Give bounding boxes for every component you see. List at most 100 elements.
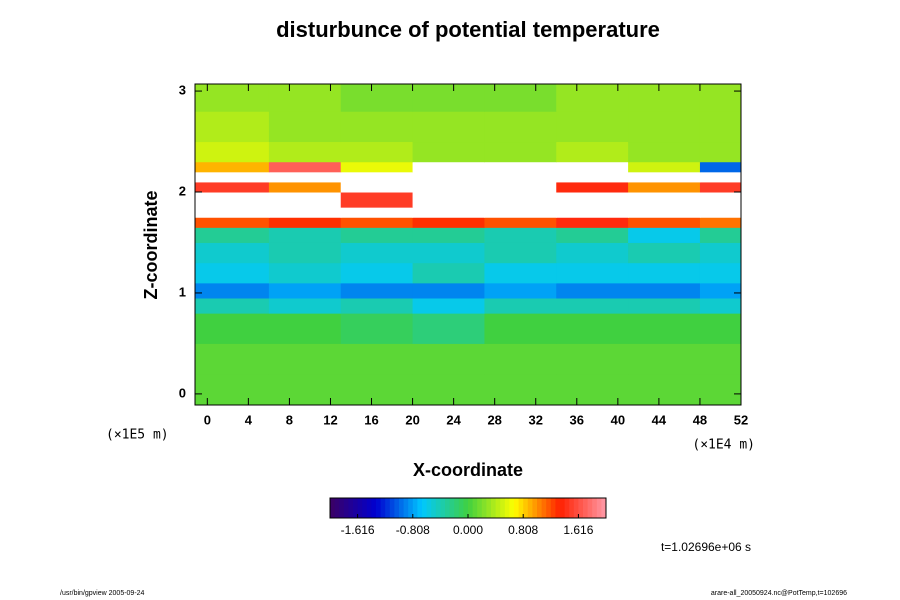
x-tick-label: 0 [204, 412, 211, 427]
heat-cell [628, 227, 701, 243]
y-tick-label: 0 [179, 385, 186, 400]
heat-cell [340, 262, 414, 284]
colorbar-segment [569, 498, 575, 518]
heat-cell [484, 171, 557, 183]
colorbar-segment [601, 498, 607, 518]
colorbar-segment [523, 498, 529, 518]
colorbar-segment [573, 498, 579, 518]
heat-cell [412, 298, 485, 314]
heat-cell [340, 181, 414, 193]
colorbar-segment [376, 498, 381, 518]
heat-cell [699, 313, 742, 344]
x-tick-label: 24 [446, 412, 461, 427]
colorbar-segment [514, 498, 519, 518]
heat-cell [268, 84, 342, 112]
heat-cell [556, 192, 629, 208]
heat-cell [268, 298, 342, 314]
heat-cell [556, 171, 629, 183]
colorbar-segment [339, 498, 345, 518]
colorbar-segment [564, 498, 570, 518]
heat-cell [628, 161, 701, 173]
heat-cell [412, 141, 485, 163]
colorbar-segment [334, 498, 340, 518]
heat-cell [195, 207, 270, 218]
colorbar-segment [389, 498, 395, 518]
heat-cell [556, 217, 629, 228]
heat-cell [484, 282, 557, 299]
heat-cell [412, 343, 485, 375]
y-tick-label: 3 [179, 83, 186, 98]
heat-cell [268, 313, 342, 344]
heat-cell [484, 111, 557, 143]
heat-cell [699, 282, 742, 299]
colorbar-segment [357, 498, 363, 518]
colorbar-segment [371, 498, 377, 518]
heat-cell [628, 181, 701, 193]
heat-cell [412, 192, 485, 208]
x-tick-label: 12 [323, 412, 337, 427]
heat-cell [268, 343, 342, 375]
heat-cell [484, 313, 557, 344]
heat-cell [628, 141, 701, 163]
colorbar-segment [468, 498, 473, 518]
heat-cell [268, 192, 342, 208]
heat-cell [268, 111, 342, 143]
plot-frame [194, 83, 742, 406]
colorbar-segment [527, 498, 533, 518]
heat-cell [412, 373, 485, 406]
heat-cell [195, 373, 270, 406]
heat-cell [484, 242, 557, 264]
heat-cell [628, 262, 701, 284]
heat-cell [340, 207, 414, 218]
heat-cell [699, 242, 742, 264]
heat-cell [195, 84, 270, 112]
colorbar-tick-label: 1.616 [563, 523, 593, 537]
colorbar-segment [555, 498, 561, 518]
heat-cell [340, 84, 414, 112]
heat-cell [412, 227, 485, 243]
footer-right: arare-all_20050924.nc@PotTemp,t=102696 [711, 590, 847, 597]
colorbar-segment [472, 498, 478, 518]
heat-cell [628, 298, 701, 314]
colorbar-segment [477, 498, 483, 518]
heat-cell [556, 207, 629, 218]
heat-cell [195, 217, 270, 228]
chart-title: disturbunce of potential temperature [276, 17, 660, 42]
heat-cell [340, 227, 414, 243]
heat-cell [268, 242, 342, 264]
heat-cell [195, 111, 270, 143]
heat-cell [556, 111, 629, 143]
heat-cell [484, 227, 557, 243]
heat-cell [484, 84, 557, 112]
heat-cell [484, 181, 557, 193]
heat-cell [628, 313, 701, 344]
x-tick-label: 32 [529, 412, 543, 427]
heat-cell [412, 207, 485, 218]
heat-cell [340, 111, 414, 143]
heat-cell [699, 373, 742, 406]
colorbar-segment [435, 498, 441, 518]
heat-cell [484, 161, 557, 173]
colorbar-segment [495, 498, 501, 518]
colorbar-segment [426, 498, 432, 518]
colorbar-segment [587, 498, 593, 518]
colorbar-segment [445, 498, 450, 518]
heat-cell [195, 161, 270, 173]
heat-cell [484, 262, 557, 284]
heat-cell [628, 242, 701, 264]
heat-cell [556, 161, 629, 173]
colorbar-tick-label: -1.616 [341, 523, 375, 537]
x-tick-label: 40 [611, 412, 625, 427]
heat-cell [195, 313, 270, 344]
colorbar-segment [486, 498, 492, 518]
heat-cell [340, 282, 414, 299]
heat-cell [556, 298, 629, 314]
heat-cell [268, 227, 342, 243]
heat-cell [699, 207, 742, 218]
heat-cell [484, 192, 557, 208]
heat-cell [628, 84, 701, 112]
colorbar-segment [431, 498, 437, 518]
colorbar-segment [500, 498, 506, 518]
colorbar-segment [537, 498, 542, 518]
x-tick-label: 8 [286, 412, 293, 427]
